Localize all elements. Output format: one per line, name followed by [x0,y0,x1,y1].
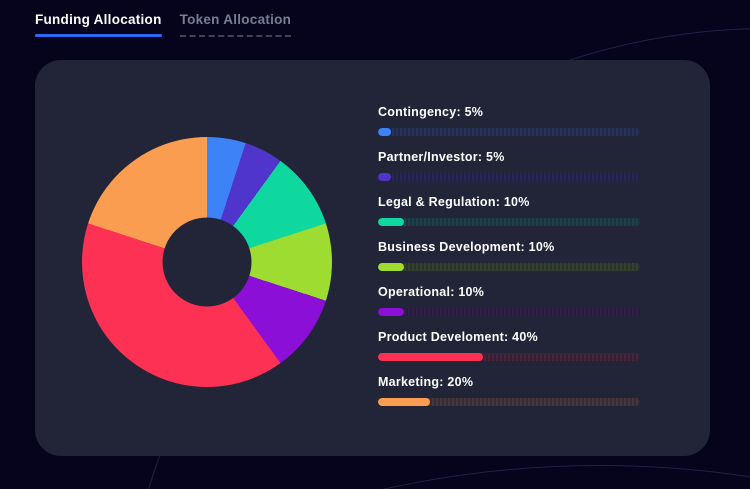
legend-bar-fill [378,128,392,136]
legend-item: Business Development: 10% [378,239,640,271]
legend: Contingency: 5% Partner/Investor: 5% Leg… [378,104,640,419]
tab-token-allocation[interactable]: Token Allocation [179,11,292,37]
legend-item: Marketing: 20% [378,374,640,406]
legend-bar-track [378,128,640,136]
legend-bar-track [378,308,640,316]
legend-item-label: Partner/Investor: 5% [378,150,505,164]
donut-chart[interactable] [82,137,332,387]
legend-bar-fill [378,398,431,406]
legend-bar-fill [378,263,405,271]
legend-item-label: Operational: 10% [378,285,485,299]
legend-bar-track [378,173,640,181]
legend-item-label: Marketing: 20% [378,375,474,389]
decorative-arc-bottom [0,465,750,489]
legend-bar-track [378,263,640,271]
legend-bar-fill [378,173,392,181]
active-tab-underline [35,34,162,37]
legend-item: Partner/Investor: 5% [378,149,640,181]
legend-item-label: Product Develoment: 40% [378,330,538,344]
legend-item: Operational: 10% [378,284,640,316]
legend-bar-fill [378,353,483,361]
legend-item: Contingency: 5% [378,104,640,136]
funding-allocation-panel: Contingency: 5% Partner/Investor: 5% Leg… [35,60,710,456]
legend-item: Product Develoment: 40% [378,329,640,361]
legend-item: Legal & Regulation: 10% [378,194,640,226]
legend-bar-track [378,353,640,361]
legend-item-label: Contingency: 5% [378,105,484,119]
legend-bar-track [378,218,640,226]
donut-hole [162,217,252,307]
tab-funding-allocation[interactable]: Funding Allocation [35,11,162,37]
tab-funding-allocation-label: Funding Allocation [35,12,162,27]
legend-bar-fill [378,308,405,316]
legend-bar-fill [378,218,405,226]
tab-token-allocation-label: Token Allocation [179,12,292,27]
legend-bar-track [378,398,640,406]
tab-bar: Funding Allocation Token Allocation [35,11,292,37]
legend-item-label: Legal & Regulation: 10% [378,195,530,209]
inactive-tab-underline [179,35,292,37]
legend-item-label: Business Development: 10% [378,240,555,254]
